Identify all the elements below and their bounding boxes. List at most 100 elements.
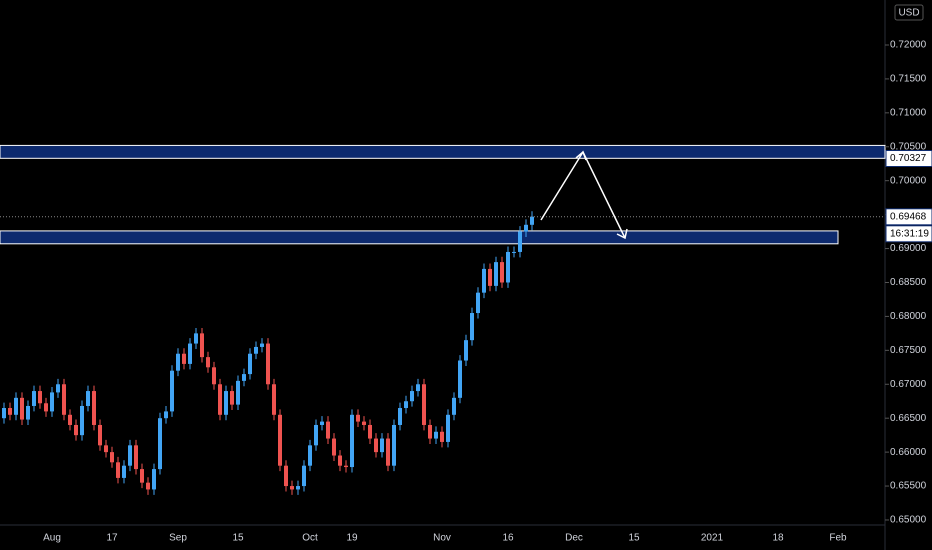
candle-body — [380, 438, 384, 453]
x-tick-label: Aug — [43, 533, 61, 544]
candle-body — [116, 462, 120, 478]
candle-body — [104, 445, 108, 453]
x-tick-label: Oct — [302, 533, 318, 544]
candle-body — [152, 469, 156, 490]
x-tick-label: Dec — [565, 533, 583, 544]
candle-body — [458, 360, 462, 398]
candle-body — [308, 445, 312, 466]
candle-body — [332, 438, 336, 456]
zone — [0, 144, 886, 159]
candle-body — [446, 414, 450, 442]
x-tick-label: 16 — [502, 533, 514, 544]
candle-body — [224, 391, 228, 415]
candle-body — [32, 391, 36, 406]
candle-body — [254, 346, 258, 354]
y-tick-label: 0.67000 — [890, 379, 927, 390]
candle-body — [86, 391, 90, 406]
candle-body — [386, 438, 390, 466]
projection-arrow — [540, 150, 626, 239]
y-tick-label: 0.65000 — [890, 515, 927, 526]
candle-body — [290, 486, 294, 490]
zones — [0, 144, 886, 245]
arrow-head-up — [575, 150, 587, 161]
candle-body — [482, 268, 486, 293]
x-tick-label: 15 — [628, 533, 640, 544]
y-tick-label: 0.72000 — [890, 40, 927, 51]
candle-body — [62, 384, 66, 415]
candle-body — [326, 421, 330, 439]
y-tick-label: 0.66500 — [890, 413, 927, 424]
candle-body — [50, 392, 54, 412]
candle-body — [356, 414, 360, 422]
candle-body — [158, 418, 162, 470]
candle-body — [434, 431, 438, 439]
candle-body — [248, 353, 252, 375]
price-label-box — [885, 208, 932, 226]
candle-body — [272, 384, 276, 415]
candle-body — [284, 465, 288, 487]
x-tick-label: 15 — [232, 533, 244, 544]
candle-body — [530, 216, 534, 225]
candle-body — [476, 292, 480, 314]
candle-body — [212, 367, 216, 385]
candle-body — [368, 424, 372, 439]
axis: 0.65000 0.65500 0.66000 0.66500 0.67000 0.675… — [0, 40, 932, 544]
candle-body — [20, 397, 24, 420]
candle-body — [194, 333, 198, 344]
candle-body — [98, 424, 102, 446]
candle-body — [2, 408, 6, 419]
candles — [2, 211, 534, 495]
candle-body — [146, 482, 150, 490]
price-label: 0.70327 — [890, 153, 927, 164]
x-tick-label: 2021 — [701, 533, 724, 544]
candle-body — [344, 465, 348, 468]
candle-body — [470, 313, 474, 341]
candle-body — [8, 408, 12, 415]
candle-body — [464, 340, 468, 361]
price-label: 0.69468 — [890, 211, 927, 222]
candle-body — [170, 370, 174, 412]
candle-body — [128, 445, 132, 466]
countdown: 16:31:19 — [890, 228, 929, 239]
x-tick-label: Nov — [433, 533, 451, 544]
candle-body — [38, 391, 42, 404]
candle-body — [506, 251, 510, 283]
price-label-box — [885, 150, 932, 168]
candle-body — [350, 414, 354, 468]
candle-body — [242, 374, 246, 381]
candle-body — [140, 469, 144, 483]
candle-body — [440, 431, 444, 442]
candle-body — [452, 397, 456, 415]
candle-body — [56, 384, 60, 393]
candle-body — [422, 384, 426, 425]
candle-body — [410, 391, 414, 402]
currency[interactable]: USD — [898, 8, 919, 19]
x-tick-label: 18 — [772, 533, 784, 544]
candle-body — [404, 401, 408, 409]
candle-body — [374, 438, 378, 453]
candle-body — [26, 405, 30, 420]
candle-body — [176, 353, 180, 371]
candle-body — [428, 424, 432, 439]
candle-body — [14, 397, 18, 415]
x-tick-label: 17 — [106, 533, 118, 544]
candle-body — [488, 268, 492, 286]
candle-body — [314, 424, 318, 446]
y-tick-label: 0.67500 — [890, 345, 927, 356]
candle-body — [206, 357, 210, 368]
y-tick-label: 0.65500 — [890, 481, 927, 492]
candle-body — [296, 486, 300, 490]
x-tick-label: Feb — [829, 533, 847, 544]
candle-body — [338, 455, 342, 466]
candle-body — [164, 411, 168, 419]
candle-body — [92, 391, 96, 425]
y-tick-label: 0.69000 — [890, 243, 927, 254]
candle-body — [518, 231, 522, 252]
currency-box[interactable] — [894, 4, 924, 21]
candle-body — [188, 343, 192, 364]
candle-body — [512, 251, 516, 253]
y-tick-label: 0.70000 — [890, 175, 927, 186]
candle-body — [266, 343, 270, 385]
y-tick-label: 0.68500 — [890, 277, 927, 288]
